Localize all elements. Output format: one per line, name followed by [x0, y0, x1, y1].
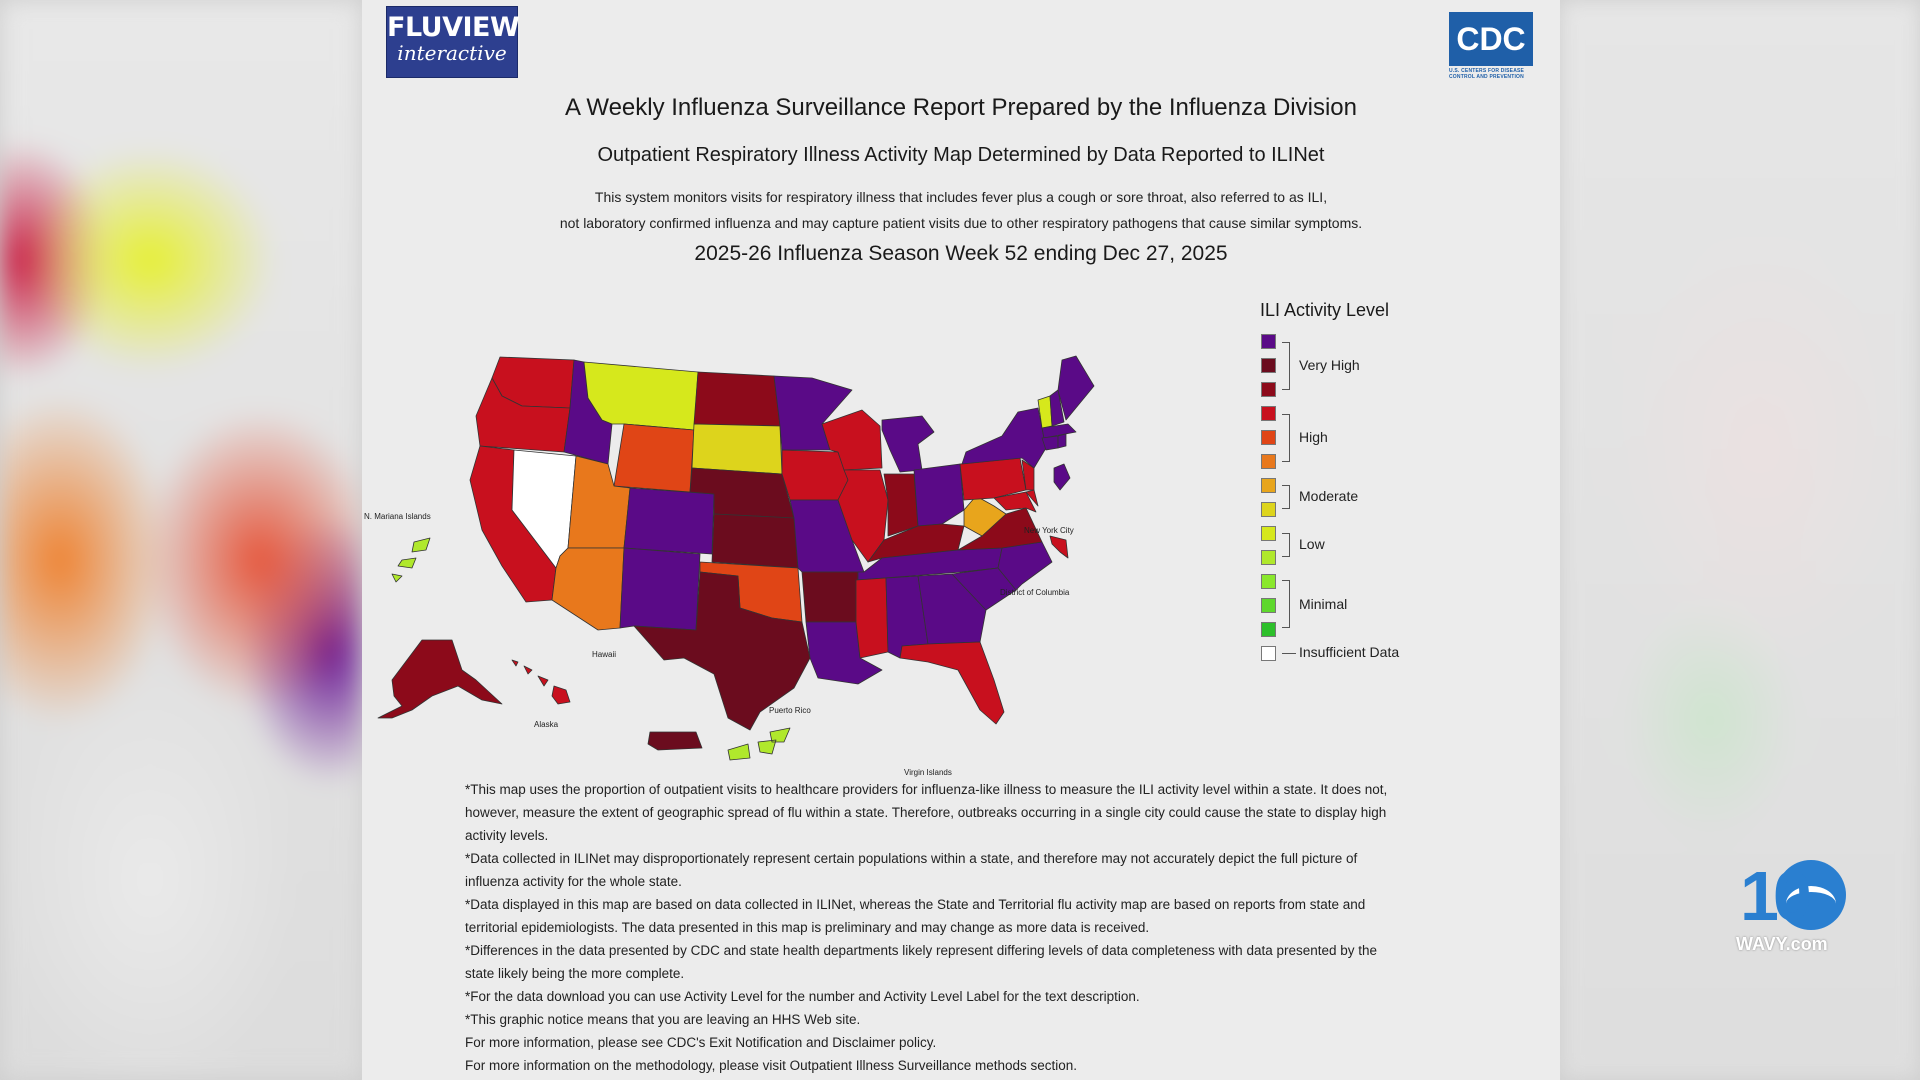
territory-virgin-islands[interactable]	[727, 727, 791, 761]
state-new-york[interactable]	[961, 407, 1047, 469]
state-maine[interactable]	[1057, 355, 1095, 421]
legend-swatch-4[interactable]	[1261, 406, 1276, 421]
territory-n-mariana-islands[interactable]	[391, 537, 431, 583]
state-wyoming[interactable]	[613, 423, 695, 493]
state-ohio[interactable]	[913, 463, 965, 527]
footnote-3: *Data displayed in this map are based on…	[465, 897, 1366, 935]
blurred-background-left	[0, 0, 362, 1080]
legend-swatch-11[interactable]	[1261, 574, 1276, 589]
cdc-logo[interactable]: CDC U.S. CENTERS FOR DISEASE CONTROL AND…	[1449, 12, 1533, 80]
territory-dc[interactable]	[1053, 463, 1071, 491]
legend-label-high: High	[1299, 429, 1328, 445]
state-new-hampshire[interactable]	[1049, 389, 1065, 427]
bracket-high	[1282, 414, 1290, 462]
footnote-2: *Data collected in ILINet may disproport…	[465, 851, 1358, 889]
state-north-dakota[interactable]	[693, 371, 781, 427]
state-new-mexico[interactable]	[619, 547, 701, 631]
state-texas[interactable]	[633, 571, 811, 731]
legend-swatch-6[interactable]	[1261, 454, 1276, 469]
bracket-minimal	[1282, 580, 1290, 628]
state-florida[interactable]	[899, 641, 1005, 725]
cdc-logo-mark: CDC	[1449, 12, 1533, 66]
state-delaware[interactable]	[1025, 489, 1039, 507]
description-line-2: not laboratory confirmed influenza and m…	[559, 215, 1363, 231]
state-kansas[interactable]	[711, 513, 799, 569]
legend-swatch-5[interactable]	[1261, 430, 1276, 445]
state-indiana[interactable]	[883, 473, 919, 537]
report-title: A Weekly Influenza Surveillance Report P…	[565, 94, 1357, 121]
state-iowa[interactable]	[781, 449, 849, 501]
bracket-very-high	[1282, 342, 1290, 390]
legend-swatch-insufficient[interactable]	[1261, 646, 1276, 661]
footnote-7[interactable]: For more information, please see CDC's E…	[465, 1035, 937, 1050]
legend-label-insufficient: Insufficient Data	[1299, 644, 1400, 660]
state-maryland[interactable]	[993, 491, 1037, 513]
footnote-5: *For the data download you can use Activ…	[465, 989, 1140, 1004]
state-north-carolina[interactable]	[961, 541, 1053, 591]
season-week-title: 2025-26 Influenza Season Week 52 ending …	[694, 242, 1228, 265]
label-n-mariana-islands: N. Mariana Islands	[364, 512, 431, 521]
legend-swatch-13[interactable]	[1261, 622, 1276, 637]
state-south-dakota[interactable]	[691, 423, 783, 475]
footnote-6: *This graphic notice means that you are …	[465, 1012, 861, 1027]
legend-label-minimal: Minimal	[1299, 596, 1348, 612]
bracket-low	[1282, 533, 1290, 557]
legend-swatch-12[interactable]	[1261, 598, 1276, 613]
legend-swatch-3[interactable]	[1261, 382, 1276, 397]
wavy-logo-site: WAVY.com	[1736, 934, 1828, 954]
legend-swatch-7[interactable]	[1261, 478, 1276, 493]
label-alaska: Alaska	[534, 720, 559, 729]
legend-title: ILI Activity Level	[1260, 300, 1390, 320]
fluview-logo[interactable]: FLUVIEW interactive	[386, 6, 520, 78]
ili-activity-map	[377, 355, 1095, 761]
state-colorado[interactable]	[623, 487, 715, 555]
state-wisconsin[interactable]	[821, 409, 883, 471]
fluview-logo-line1: FLUVIEW	[387, 12, 520, 43]
legend-label-moderate: Moderate	[1299, 488, 1359, 504]
legend-swatch-2[interactable]	[1261, 358, 1276, 373]
description-line-1: This system monitors visits for respirat…	[594, 189, 1328, 205]
footnote-8[interactable]: For more information on the methodology,…	[465, 1058, 1078, 1073]
label-dc: District of Columbia	[1000, 588, 1070, 597]
wavy-logo-number: 10	[1740, 857, 1812, 935]
label-puerto-rico: Puerto Rico	[769, 706, 811, 715]
state-massachusetts[interactable]	[1041, 423, 1077, 439]
legend-swatch-9[interactable]	[1261, 526, 1276, 541]
state-georgia[interactable]	[917, 573, 987, 645]
territory-puerto-rico[interactable]	[647, 731, 703, 751]
territory-nyc[interactable]	[1049, 535, 1069, 559]
state-michigan[interactable]	[881, 415, 935, 473]
fluview-logo-line2: interactive	[397, 41, 507, 65]
blurred-background-right	[1560, 0, 1920, 1080]
bracket-moderate	[1282, 485, 1290, 509]
label-virgin-islands: Virgin Islands	[904, 768, 952, 777]
state-alaska[interactable]	[377, 639, 503, 719]
fluview-page: FLUVIEW interactive CDC U.S. CENTERS FOR…	[362, 0, 1560, 1080]
state-hawaii[interactable]	[511, 659, 571, 705]
footnote-4: *Differences in the data presented by CD…	[465, 943, 1378, 981]
footnotes: *This map uses the proportion of outpati…	[465, 778, 1405, 1077]
label-nyc: New York City	[1024, 526, 1074, 535]
legend-label-low: Low	[1299, 536, 1325, 552]
bracket-insufficient	[1282, 653, 1296, 654]
state-rhode-island[interactable]	[1057, 433, 1067, 449]
legend-swatch-10[interactable]	[1261, 550, 1276, 565]
wavy-station-logo: 10 WAVY.com	[1736, 856, 1846, 956]
map-title: Outpatient Respiratory Illness Activity …	[597, 144, 1325, 166]
cdc-logo-subtitle: U.S. CENTERS FOR DISEASE CONTROL AND PRE…	[1449, 68, 1525, 80]
map-description: This system monitors visits for respirat…	[362, 184, 1560, 236]
wave-icon	[1786, 886, 1836, 922]
label-hawaii: Hawaii	[592, 650, 617, 659]
legend-swatch-8[interactable]	[1261, 502, 1276, 517]
legend-swatch-1[interactable]	[1261, 334, 1276, 349]
state-arkansas[interactable]	[801, 571, 859, 623]
state-mississippi[interactable]	[855, 577, 889, 659]
footnote-1: *This map uses the proportion of outpati…	[465, 782, 1388, 843]
state-arizona[interactable]	[551, 547, 625, 631]
legend-label-very-high: Very High	[1299, 357, 1360, 373]
